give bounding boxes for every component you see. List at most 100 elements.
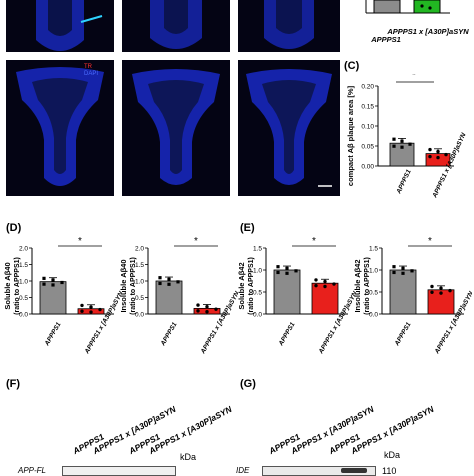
- panel-label-g: (G): [240, 378, 256, 390]
- bar-appps1: [373, 0, 401, 14]
- y-tick-label: 0.0: [369, 312, 378, 319]
- chart-c: compact Aβ plaque area [%] 0.00 0.05 0.10 0…: [346, 74, 468, 200]
- y-axis-sublabel: (ratio to APPPS1): [248, 257, 255, 315]
- kda-unit-label: kDa: [180, 452, 197, 462]
- bar-appps1: [155, 280, 183, 315]
- tick-label-cross: APPPS1 x [A30P]aSYN: [83, 290, 122, 356]
- y-axis-label: Insoluble Aβ42: [353, 259, 362, 312]
- y-axis-sublabel: (ratio to APPPS1): [364, 257, 371, 315]
- micrograph-tile-top-2: [122, 0, 230, 52]
- y-tick-label: 0.20: [361, 84, 374, 91]
- y-tick-label: 1.0: [253, 268, 262, 275]
- data-point: [428, 147, 432, 152]
- data-point: [400, 145, 404, 149]
- y-tick-label: 1.0: [19, 279, 28, 286]
- data-point: [401, 271, 405, 275]
- y-tick-label: 2.0: [135, 246, 144, 253]
- y-tick-label: 0.0: [19, 312, 28, 319]
- y-tick-label: 0.5: [19, 295, 28, 302]
- panel-label-e: (E): [240, 222, 255, 234]
- bar-appps1: [39, 281, 67, 315]
- micrograph-tile-bottom-2: [122, 60, 230, 196]
- y-axis-label: compact Aβ plaque area [%]: [346, 85, 355, 186]
- panel-label-c: (C): [344, 60, 360, 72]
- data-point: [158, 281, 162, 286]
- data-point: [400, 139, 404, 143]
- data-point: [42, 282, 46, 286]
- chart-top-partial: APPPS1 APPPS1 x [A30P]aSYN: [365, 0, 469, 44]
- data-point: [196, 309, 200, 313]
- data-point: [51, 283, 55, 287]
- tissue-shape: [264, 0, 314, 49]
- data-point: [42, 276, 46, 280]
- tick-label-appps1: APPPS1: [395, 168, 413, 195]
- data-point: [60, 280, 64, 285]
- y-tick-label: 1.5: [253, 246, 262, 253]
- y-axis-label: Insoluble Aβ40: [119, 259, 128, 312]
- data-point: [196, 303, 200, 307]
- data-point: [167, 277, 171, 281]
- y-tick-label: 0.05: [361, 144, 374, 151]
- y-tick-label: 0.0: [253, 312, 262, 319]
- blot-strip: [262, 466, 376, 476]
- data-point: [176, 280, 180, 284]
- chart-d-soluble: Soluble Aβ40 (ratio to APPPS1) 0.0 0.5 1.0…: [3, 236, 122, 356]
- data-point: [205, 305, 209, 309]
- data-point: [430, 290, 434, 294]
- y-tick-label: 0.10: [361, 124, 374, 131]
- stain-dapi-label: DAPI: [84, 71, 99, 77]
- significance-star: *: [412, 74, 416, 81]
- data-point: [323, 284, 327, 289]
- micrograph-tile-top-3: [238, 0, 340, 52]
- tissue-shape: [16, 67, 104, 186]
- tissue-shape: [246, 69, 332, 187]
- data-point: [80, 303, 84, 308]
- blot-row-label: IDE: [236, 466, 250, 475]
- significance-star: *: [428, 236, 432, 247]
- data-point: [448, 288, 452, 293]
- y-tick-label: 2.0: [19, 246, 28, 253]
- tick-label-appps1: APPPS1: [277, 321, 297, 348]
- y-tick-label: 1.5: [19, 262, 28, 269]
- bar-appps1: [389, 269, 417, 315]
- stain-tr-label: TR: [84, 64, 92, 70]
- data-point: [392, 137, 396, 141]
- y-tick-label: 0.15: [361, 104, 374, 111]
- tick-label-cross: APPPS1 x [A30P]aSYN: [199, 290, 238, 356]
- bar-cross: [413, 0, 441, 14]
- significance-star: *: [312, 236, 316, 247]
- bar-cross: [425, 153, 451, 167]
- data-point: [323, 279, 327, 284]
- chart-e-soluble: Soluble Aβ42 (ratio to APPPS1) 0.0 0.5 1.0…: [237, 236, 356, 356]
- data-point: [332, 282, 336, 286]
- data-point: [408, 142, 412, 146]
- data-point: [205, 309, 209, 314]
- data-point: [428, 154, 432, 159]
- data-point: [392, 265, 396, 269]
- data-point: [285, 271, 289, 275]
- data-point: [401, 266, 405, 270]
- y-tick-label: 0.0: [135, 312, 144, 319]
- tissue-shape: [36, 0, 103, 51]
- tick-label-appps1: APPPS1: [43, 321, 63, 348]
- data-point: [314, 283, 318, 288]
- data-point: [430, 284, 434, 289]
- blot-strip: [62, 466, 176, 476]
- bar-cross: [311, 282, 339, 315]
- bar-appps1: [273, 269, 301, 315]
- y-tick-label: 1.0: [135, 279, 144, 286]
- data-point: [89, 305, 93, 309]
- data-point: [89, 310, 93, 314]
- data-point: [51, 278, 55, 282]
- data-point: [158, 276, 162, 280]
- y-axis-label: Soluble Aβ40: [3, 262, 12, 309]
- y-tick-label: 0.5: [369, 290, 378, 297]
- y-axis-sublabel: (ratio to APPPS1): [130, 257, 137, 315]
- tick-label-appps1: APPPS1: [159, 321, 179, 348]
- data-point: [214, 307, 218, 311]
- data-point: [80, 309, 84, 313]
- y-tick-label: 1.5: [369, 246, 378, 253]
- micrograph-tile-bottom-1: TR DAPI: [6, 60, 114, 196]
- panel-label-f: (F): [6, 378, 21, 390]
- data-point: [436, 149, 440, 154]
